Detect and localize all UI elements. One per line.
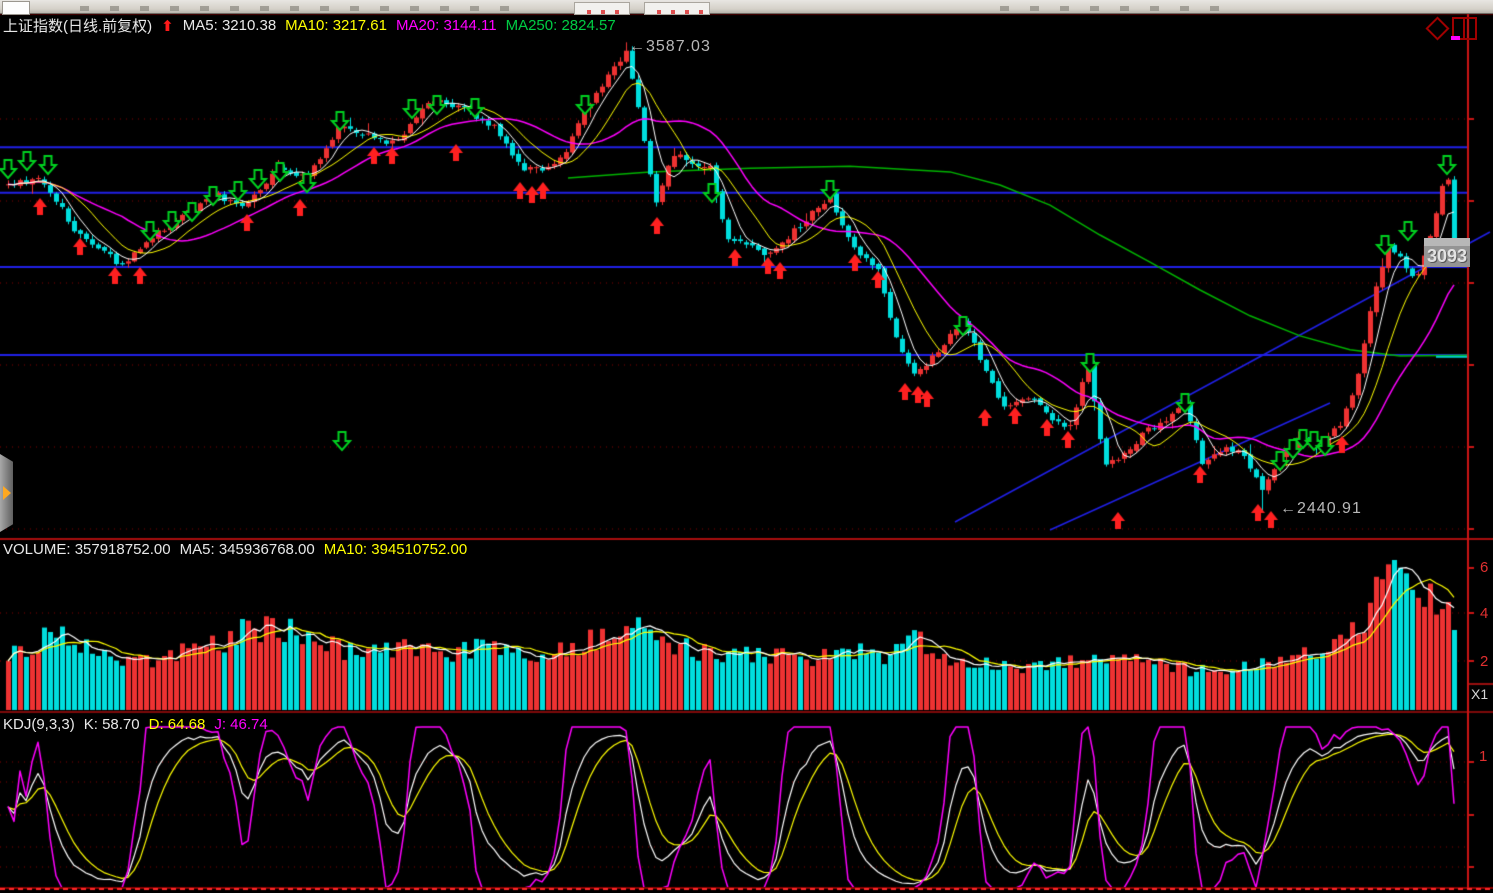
trend-up-icon: ⬆ — [161, 17, 174, 35]
sidebar-expand-handle[interactable] — [0, 454, 13, 532]
volume-axis-tick-4: 4 — [1480, 605, 1489, 622]
menu-quote-button-2[interactable] — [644, 2, 710, 15]
kdj-axis-tick: 1 — [1479, 748, 1488, 765]
split-window-icon[interactable] — [1452, 17, 1477, 40]
high-price-annotation: ←3587.03 — [629, 38, 711, 55]
kdj-title: KDJ(9,3,3) — [3, 716, 75, 733]
menu-quote-button-1[interactable] — [574, 2, 630, 15]
menu-items-fragment-right[interactable] — [1000, 6, 1220, 11]
kdj-k-label: K: 58.70 — [83, 716, 140, 733]
volume-multiplier-label: X1 — [1471, 686, 1489, 702]
menu-items-fragment-left[interactable] — [80, 6, 520, 11]
menu-bar[interactable] — [0, 0, 1493, 15]
magenta-marker-icon — [1451, 36, 1460, 40]
price-badge-strip — [1424, 238, 1470, 246]
volume-axis-tick-6: 6 — [1480, 559, 1489, 576]
volume-header: VOLUME: 357918752.00 MA5: 345936768.00 M… — [3, 541, 467, 558]
ma10-label: MA10: 3217.61 — [285, 17, 387, 34]
ma20-label: MA20: 3144.11 — [395, 17, 497, 34]
kdj-header: KDJ(9,3,3) K: 58.70 D: 64.68 J: 46.74 — [3, 716, 268, 733]
kdj-d-label: D: 64.68 — [148, 716, 206, 733]
ma5-label: MA5: 3210.38 — [182, 17, 277, 34]
menu-start-box[interactable] — [2, 1, 30, 15]
main-chart-header: 上证指数(日线.前复权) ⬆ MA5: 3210.38 MA10: 3217.6… — [3, 15, 616, 36]
volume-label: VOLUME: 357918752.00 — [3, 541, 171, 558]
volume-ma5-label: MA5: 345936768.00 — [179, 541, 315, 558]
kdj-j-label: J: 46.74 — [214, 716, 268, 733]
expand-arrow-icon — [2, 486, 11, 500]
last-price-badge: 3093 — [1424, 246, 1470, 267]
volume-axis-tick-2: 2 — [1480, 653, 1489, 670]
volume-ma10-label: MA10: 394510752.00 — [323, 541, 468, 558]
ma250-label: MA250: 2824.57 — [505, 17, 616, 34]
low-price-annotation: ←2440.91 — [1280, 500, 1362, 517]
instrument-title: 上证指数(日线.前复权) — [3, 18, 153, 35]
